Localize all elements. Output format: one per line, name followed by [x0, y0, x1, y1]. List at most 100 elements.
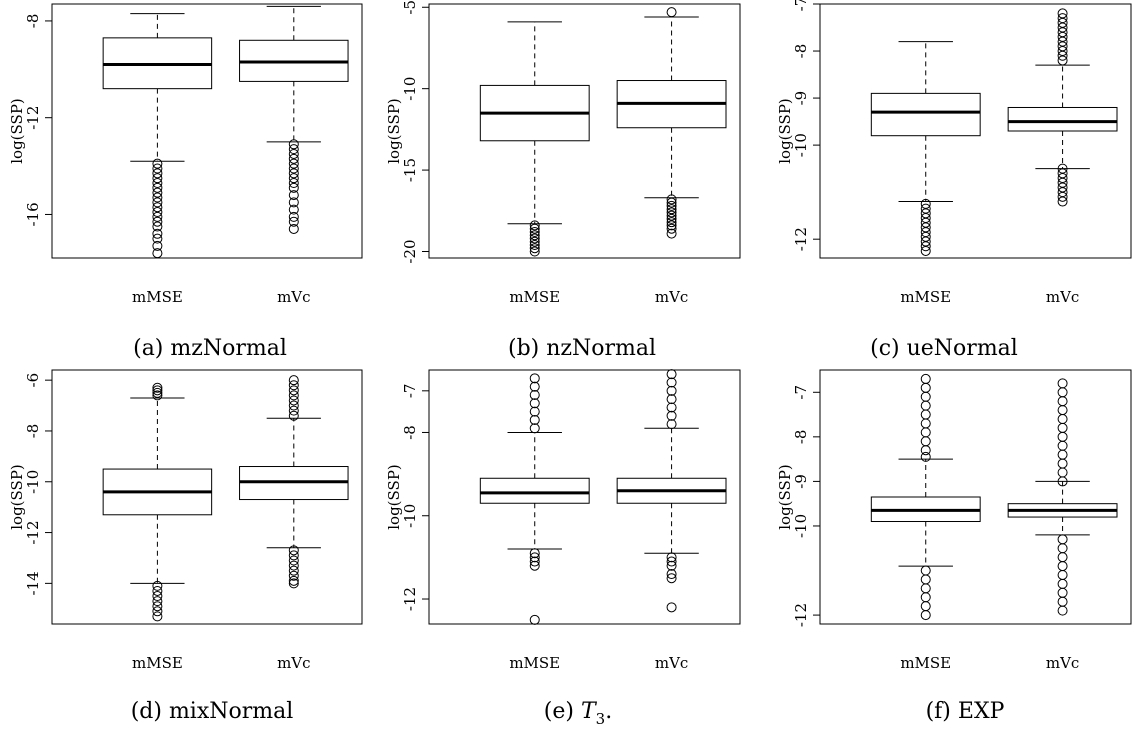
box-mMSE: [479, 21, 590, 257]
plot-frame: [51, 369, 363, 625]
x-category-label: mVc: [277, 288, 310, 306]
outlier-point: [288, 405, 299, 416]
y-tick-label: -12: [24, 520, 42, 544]
y-tick-label: -6: [24, 373, 42, 388]
outlier-point: [288, 153, 299, 164]
y-tick-label: -14: [24, 571, 42, 595]
outlier-point: [152, 585, 163, 596]
panel-caption: (d) mixNormal: [131, 699, 294, 724]
outlier-point: [152, 158, 163, 169]
y-tick-label: -8: [792, 44, 810, 59]
outlier-point: [1057, 458, 1068, 469]
outlier-point: [666, 207, 677, 218]
outlier-point: [288, 385, 299, 396]
y-tick-label: -16: [24, 202, 42, 226]
outlier-point: [920, 418, 931, 429]
outlier-point: [920, 391, 931, 402]
x-category-label: mVc: [1046, 654, 1079, 672]
y-tick-label: -12: [792, 603, 810, 627]
box-mVc: [616, 7, 727, 239]
outlier-point: [152, 387, 163, 398]
outlier-point: [152, 168, 163, 179]
y-tick-label: -10: [401, 504, 419, 528]
outlier-point: [529, 373, 540, 384]
y-tick-label: -10: [792, 514, 810, 538]
y-axis-label: log(SSP): [8, 98, 26, 164]
outlier-point: [1057, 396, 1068, 407]
outlier-point: [288, 223, 299, 234]
y-axis-label: log(SSP): [8, 464, 26, 530]
y-tick-label: -20: [401, 239, 419, 263]
outlier-point: [288, 148, 299, 159]
outlier-point: [152, 611, 163, 622]
y-axis-label: log(SSP): [776, 98, 794, 164]
outlier-point: [666, 228, 677, 239]
panel-caption: (f) EXP: [926, 699, 1005, 724]
iqr-box: [870, 92, 981, 137]
x-category-label: mMSE: [900, 288, 951, 306]
caption-subscript: 3: [596, 710, 606, 728]
iqr-box: [1007, 106, 1118, 132]
outlier-point: [152, 580, 163, 591]
y-tick-label: -8: [401, 425, 419, 440]
outlier-point: [1057, 569, 1068, 580]
outlier-point: [666, 217, 677, 228]
y-tick-label: -12: [24, 106, 42, 130]
y-tick-label: -10: [401, 77, 419, 101]
panel-caption: (c) ueNormal: [870, 336, 1018, 361]
caption-math-T: T: [581, 699, 598, 724]
outlier-point: [152, 216, 163, 227]
outlier-point: [920, 400, 931, 411]
outlier-point: [666, 377, 677, 388]
panel-caption: (e) T3.: [544, 699, 612, 728]
y-tick-label: -9: [792, 474, 810, 489]
y-tick-label: -7: [792, 385, 810, 400]
box-mMSE: [870, 373, 981, 621]
chart-panel-5: -7 -8 -10 -12 log(SSP) mMSE mVc (e) T3.: [385, 369, 741, 728]
caption-prefix: (e): [544, 699, 581, 724]
outlier-point: [529, 243, 540, 254]
outlier-point: [529, 406, 540, 417]
outlier-point: [288, 570, 299, 581]
outlier-point: [1057, 414, 1068, 425]
y-tick-label: -8: [792, 430, 810, 445]
outlier-point: [288, 158, 299, 169]
outlier-point: [666, 556, 677, 567]
outlier-point: [288, 555, 299, 566]
outlier-point: [666, 194, 677, 205]
outlier-point: [288, 182, 299, 193]
outlier-point: [529, 423, 540, 434]
outlier-point: [666, 552, 677, 563]
outlier-point: [1057, 578, 1068, 589]
outlier-point: [529, 381, 540, 392]
y-tick-label: -7: [401, 384, 419, 399]
outlier-point: [529, 223, 540, 234]
outlier-point: [152, 192, 163, 203]
outlier-point: [666, 385, 677, 396]
outlier-point: [1057, 387, 1068, 398]
outlier-point: [529, 246, 540, 257]
outlier-point: [920, 610, 931, 621]
outlier-point: [152, 211, 163, 222]
outlier-point: [529, 233, 540, 244]
outlier-point: [288, 560, 299, 571]
outlier-point: [152, 240, 163, 251]
chart-panel-1: -8 -12 -16 log(SSP) mMSE mVc (a) mzNormal: [8, 3, 363, 361]
chart-panel-2: -5 -10 -15 -20 log(SSP) mMSE mVc (b) nzNormal: [385, 0, 741, 361]
outlier-point: [666, 204, 677, 215]
outlier-point: [1057, 587, 1068, 598]
box-mVc: [239, 375, 349, 589]
outlier-point: [288, 216, 299, 227]
box-mVc: [239, 5, 349, 234]
outlier-point: [152, 173, 163, 184]
outlier-point: [1057, 467, 1068, 478]
panel-caption: (a) mzNormal: [133, 336, 287, 361]
outlier-point: [529, 556, 540, 567]
x-category-label: mMSE: [132, 288, 183, 306]
outlier-point: [152, 233, 163, 244]
outlier-point: [1057, 422, 1068, 433]
box-mVc: [1007, 378, 1118, 616]
chart-panel-3: -7 -8 -9 -10 -12 log(SSP) mMSE mVc (c) ueNormal: [776, 0, 1132, 361]
x-category-label: mMSE: [132, 654, 183, 672]
